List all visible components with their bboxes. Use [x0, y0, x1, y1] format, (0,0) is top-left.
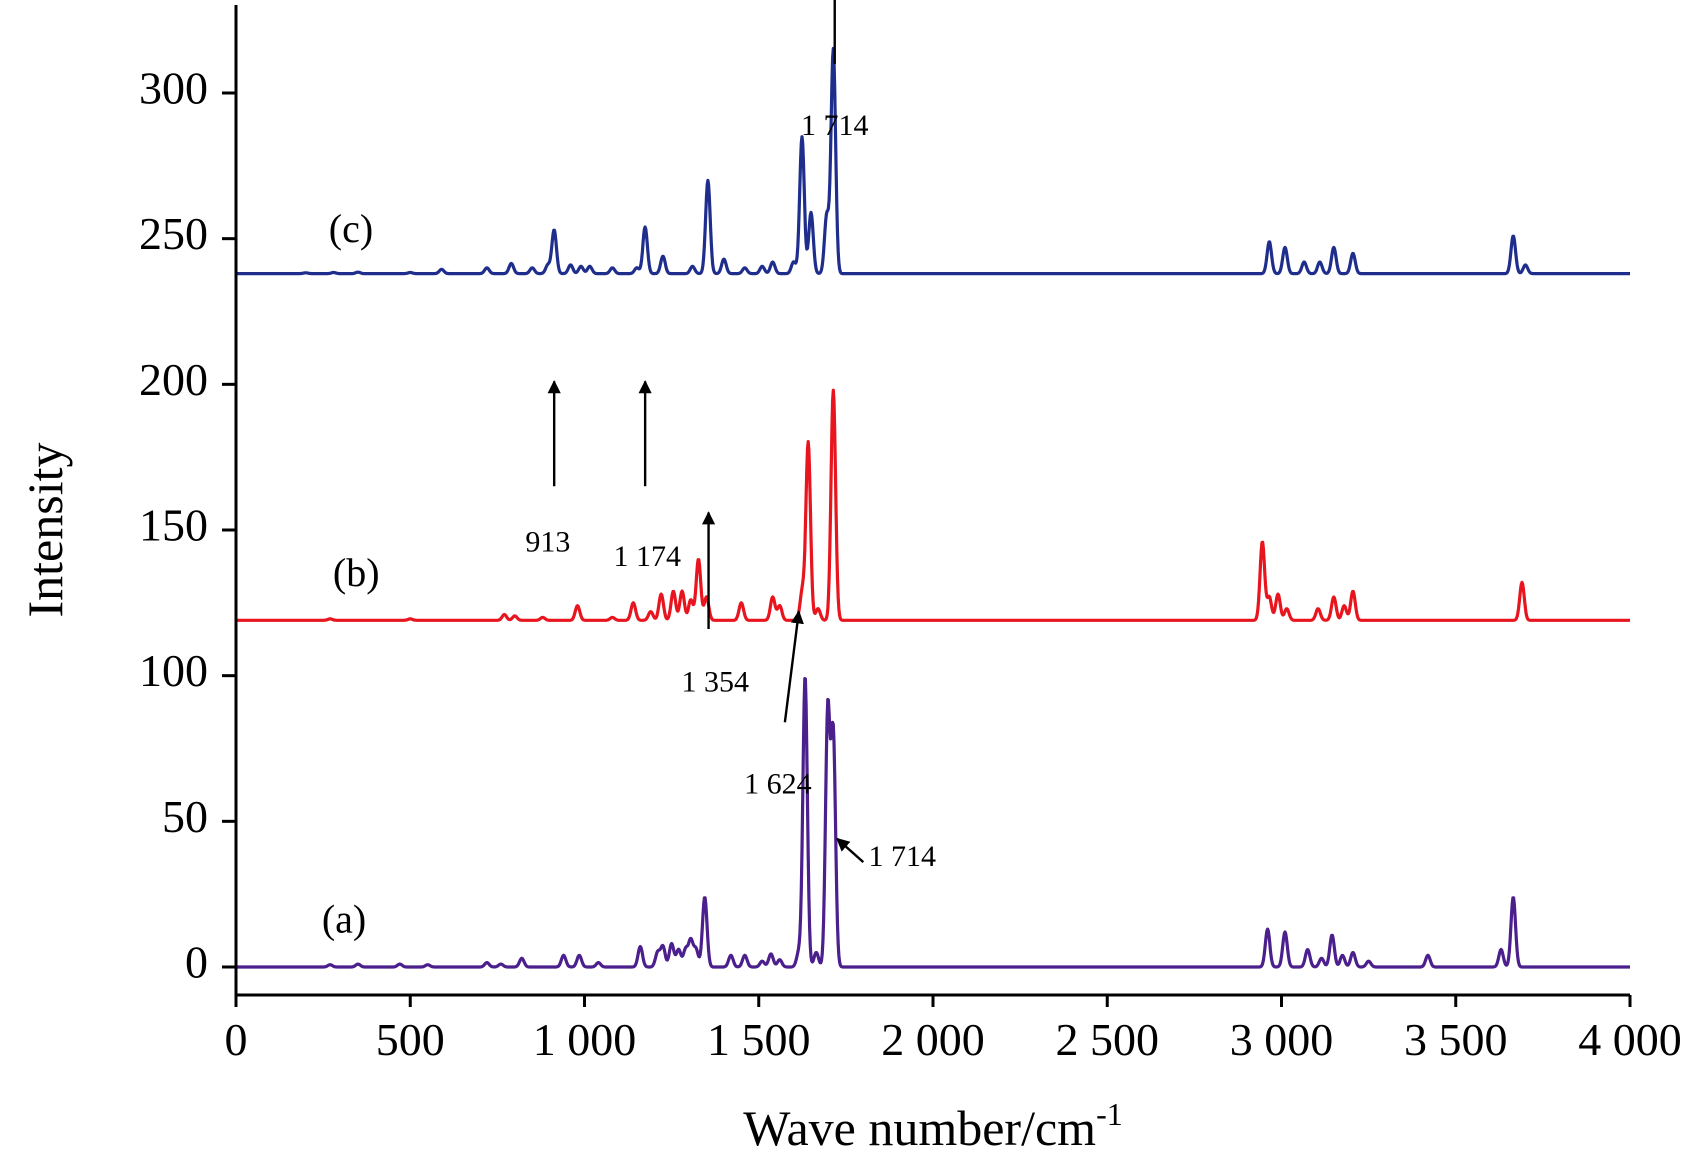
- annotation-arrow-4: [836, 837, 865, 864]
- y-tick-label-1: 50: [162, 791, 208, 842]
- y-tick-label-6: 300: [139, 63, 208, 114]
- x-tick-label-0: 0: [225, 1014, 248, 1065]
- series-label-1: (b): [333, 550, 380, 595]
- y-tick-label-4: 200: [139, 354, 208, 405]
- axes-layer: 0 50 100 150 200 250 300 0 500 1 000 1 500 2 000 2 5…: [17, 5, 1682, 1156]
- y-tick-label-0: 0: [185, 937, 208, 988]
- y-tick-label-3: 150: [139, 500, 208, 551]
- series-line-2: [235, 46, 1631, 276]
- x-tick-label-7: 3 500: [1404, 1014, 1508, 1065]
- annotation-label-3: 1 624: [744, 767, 812, 800]
- y-axis-title: Intensity: [17, 443, 73, 618]
- series-label-2: (c): [329, 206, 373, 251]
- y-tick-label-2: 100: [139, 645, 208, 696]
- annotation-arrow-3: [783, 610, 804, 723]
- x-tick-label-6: 3 000: [1230, 1014, 1334, 1065]
- x-tick-label-4: 2 000: [881, 1014, 985, 1065]
- x-tick-label-1: 500: [376, 1014, 445, 1065]
- x-tick-label-2: 1 000: [533, 1014, 637, 1065]
- x-tick-label-3: 1 500: [707, 1014, 811, 1065]
- y-tick-label-5: 250: [139, 208, 208, 259]
- annotation-label-2: 1 354: [681, 665, 749, 698]
- annotation-label-6: 1 714: [801, 109, 869, 142]
- x-axis-title: Wave number/cm-1: [743, 1096, 1122, 1156]
- x-axis-title-sup: -1: [1096, 1096, 1123, 1132]
- series-layer: (a) (b) (c): [235, 46, 1631, 969]
- series-label-0: (a): [322, 896, 366, 941]
- x-tick-label-8: 4 000: [1578, 1014, 1682, 1065]
- x-tick-label-5: 2 500: [1056, 1014, 1160, 1065]
- annotation-label-0: 913: [525, 525, 570, 558]
- x-axis-title-main: Wave number/cm: [743, 1100, 1096, 1156]
- annotation-label-4: 1 714: [869, 840, 937, 873]
- annotation-label-5: 1 642: [749, 0, 817, 2]
- series-line-1: [235, 388, 1631, 622]
- series-line-0: [235, 676, 1631, 969]
- annotation-label-1: 1 174: [613, 540, 681, 573]
